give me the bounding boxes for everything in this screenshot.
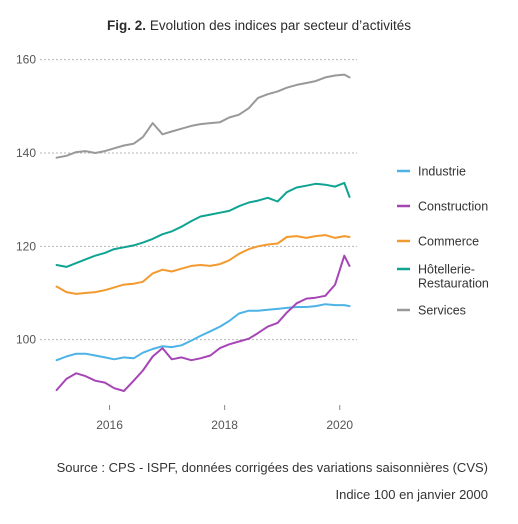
y-tick-label: 140	[16, 146, 36, 160]
series-lines	[55, 73, 351, 392]
series-line-3	[55, 181, 351, 268]
chart-title: Fig. 2. Evolution des indices par secteu…	[0, 18, 518, 33]
x-tick-label: 2016	[96, 418, 123, 432]
series-line-0	[55, 303, 351, 362]
source-note: Source : CPS - ISPF, données corrigées d…	[56, 460, 488, 475]
legend-item: Commerce	[397, 235, 479, 249]
legend-label: Commerce	[418, 235, 479, 249]
x-tick-label: 2020	[326, 418, 353, 432]
index-note: Indice 100 en janvier 2000	[335, 487, 488, 502]
line-chart: 100 120 140 160 2016 2018 2020 Industrie Const…	[16, 53, 489, 432]
figure-label: Fig. 2.	[107, 18, 147, 33]
legend-item: Construction	[397, 200, 488, 214]
figure-title: Evolution des indices par secteur d’acti…	[149, 18, 411, 33]
y-tick-label: 160	[16, 53, 36, 67]
series-line-1	[55, 254, 351, 392]
x-axis-ticks: 2016 2018 2020	[96, 405, 353, 432]
legend-label: Industrie	[418, 165, 466, 179]
legend-label: Construction	[418, 200, 488, 214]
y-tick-label: 100	[16, 333, 36, 347]
legend-label: Hôtellerie-Restauration	[418, 263, 489, 291]
series-line-2	[55, 234, 351, 295]
y-tick-label: 120	[16, 239, 36, 253]
y-axis-ticks: 100 120 140 160	[16, 53, 36, 347]
series-line-4	[55, 73, 351, 159]
x-tick-label: 2018	[211, 418, 238, 432]
legend-item: Services	[397, 304, 466, 318]
legend-item: Hôtellerie-Restauration	[397, 263, 489, 291]
legend: Industrie Construction Commerce Hôtellerie-…	[397, 165, 489, 318]
legend-item: Industrie	[397, 165, 466, 179]
legend-label: Services	[418, 304, 466, 318]
